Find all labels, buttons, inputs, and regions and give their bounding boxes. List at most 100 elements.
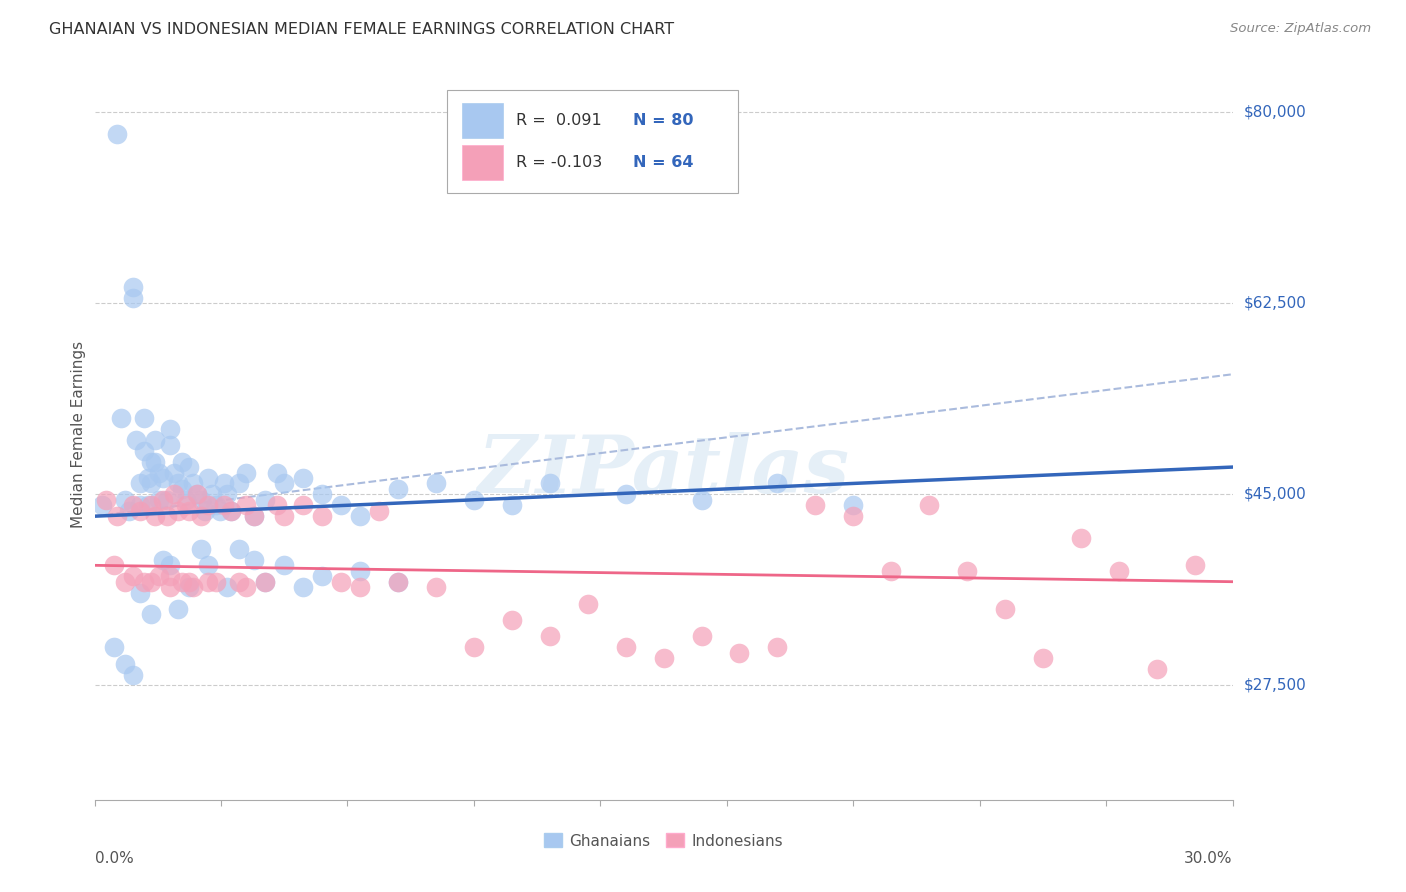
Point (956, 564, 979, 578)
Point (219, 504, 242, 518)
Text: R =  0.091: R = 0.091 (516, 113, 602, 128)
Point (121, 291, 143, 305)
Point (1184, 558, 1206, 573)
Point (311, 487, 333, 501)
Point (994, 602, 1017, 616)
Point (125, 433, 148, 447)
Point (880, 564, 903, 578)
Point (143, 509, 166, 524)
Text: $62,500: $62,500 (1244, 296, 1306, 310)
Point (179, 580, 201, 594)
Point (121, 280, 143, 294)
Point (212, 498, 235, 512)
Text: Source: ZipAtlas.com: Source: ZipAtlas.com (1230, 22, 1371, 36)
Point (330, 574, 353, 589)
Point (387, 574, 409, 589)
Point (205, 574, 228, 589)
Point (235, 580, 257, 594)
Point (163, 466, 186, 480)
Text: GHANAIAN VS INDONESIAN MEDIAN FEMALE EARNINGS CORRELATION CHART: GHANAIAN VS INDONESIAN MEDIAN FEMALE EAR… (49, 22, 675, 37)
Point (186, 487, 208, 501)
Point (690, 629, 713, 643)
Point (129, 476, 152, 491)
Point (156, 492, 179, 507)
Point (174, 492, 197, 507)
Point (197, 574, 219, 589)
Point (163, 487, 186, 501)
Point (311, 509, 333, 524)
Point (842, 509, 865, 524)
Text: R = -0.103: R = -0.103 (516, 155, 602, 170)
Point (463, 492, 485, 507)
Point (105, 127, 128, 141)
Point (170, 454, 193, 468)
Point (129, 504, 152, 518)
Text: N = 80: N = 80 (633, 113, 693, 128)
Point (292, 471, 315, 485)
Point (217, 580, 239, 594)
Point (1070, 531, 1092, 545)
Point (152, 492, 174, 507)
Point (292, 498, 315, 512)
Point (254, 492, 277, 507)
FancyBboxPatch shape (463, 145, 503, 180)
Point (159, 438, 181, 452)
Point (219, 504, 242, 518)
Point (273, 558, 295, 573)
Point (614, 640, 637, 655)
Point (159, 569, 181, 583)
Point (690, 492, 713, 507)
FancyBboxPatch shape (463, 103, 503, 138)
Point (103, 558, 125, 573)
Point (538, 476, 561, 491)
Point (148, 569, 170, 583)
Legend: Ghanaians, Indonesians: Ghanaians, Indonesians (537, 828, 790, 855)
Point (152, 553, 174, 567)
Point (143, 433, 166, 447)
Point (228, 541, 250, 556)
Point (208, 504, 231, 518)
Point (186, 487, 208, 501)
Point (652, 651, 675, 665)
Point (179, 460, 201, 475)
Point (243, 509, 266, 524)
Point (121, 569, 143, 583)
Point (205, 498, 228, 512)
Point (136, 471, 159, 485)
Point (501, 613, 523, 627)
Point (292, 580, 315, 594)
Point (141, 454, 163, 468)
Point (179, 504, 201, 518)
Point (156, 509, 179, 524)
Point (167, 602, 190, 616)
Point (181, 580, 204, 594)
Text: $80,000: $80,000 (1244, 104, 1306, 120)
Point (190, 509, 212, 524)
Point (105, 509, 128, 524)
Y-axis label: Median Female Earnings: Median Female Earnings (72, 341, 86, 528)
Point (538, 629, 561, 643)
Point (141, 498, 163, 512)
Point (114, 492, 136, 507)
Point (387, 574, 409, 589)
Point (190, 541, 212, 556)
Point (141, 607, 163, 622)
Point (136, 498, 159, 512)
Point (103, 640, 125, 655)
Point (614, 487, 637, 501)
Point (167, 476, 190, 491)
Point (212, 476, 235, 491)
Point (159, 558, 181, 573)
Point (179, 574, 201, 589)
Point (114, 657, 136, 671)
Point (141, 574, 163, 589)
Text: $27,500: $27,500 (1244, 678, 1306, 693)
Point (349, 580, 371, 594)
Point (121, 498, 143, 512)
Point (114, 574, 136, 589)
Point (118, 504, 141, 518)
Text: N = 64: N = 64 (633, 155, 693, 170)
Point (132, 574, 155, 589)
Point (349, 564, 371, 578)
Point (129, 498, 152, 512)
